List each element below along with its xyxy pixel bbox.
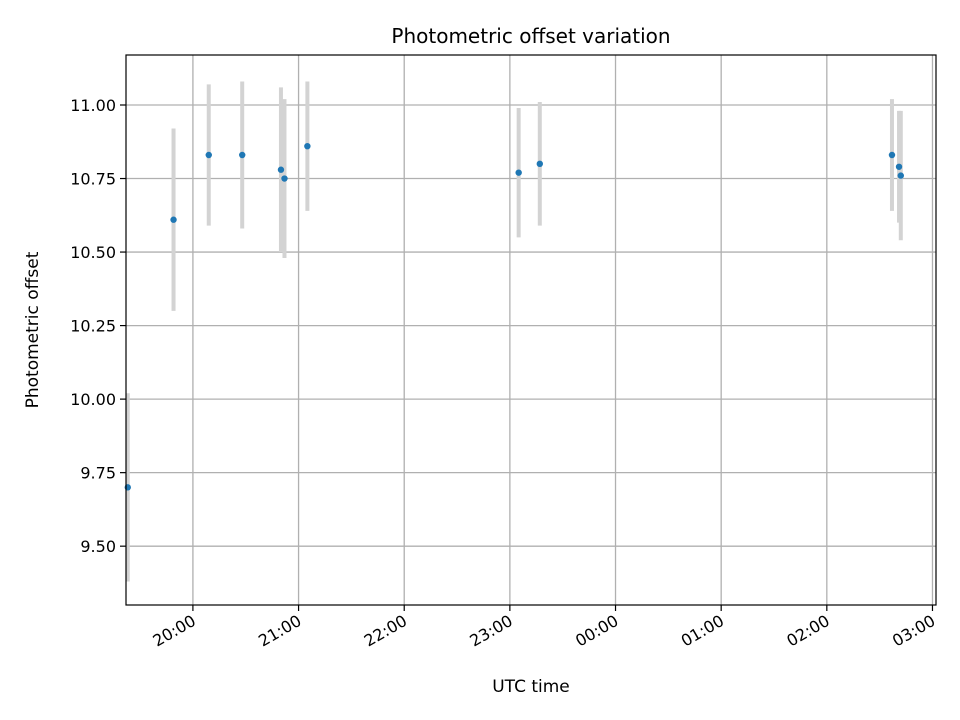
x-tick-label: 01:00 xyxy=(678,611,727,651)
x-tick-label: 21:00 xyxy=(255,611,304,651)
y-tick-label: 9.75 xyxy=(80,464,116,483)
data-point xyxy=(239,151,246,159)
y-tick-label: 10.25 xyxy=(70,317,116,336)
x-axis-label: UTC time xyxy=(492,677,570,697)
data-point xyxy=(281,175,288,182)
data-point xyxy=(277,166,285,173)
x-tick-label: 23:00 xyxy=(466,611,515,651)
y-tick-label: 10.50 xyxy=(70,243,116,262)
y-axis-ticks: 9.50 9.75 10.00 10.25 10.50 10.75 11.00 xyxy=(70,96,126,556)
data-point xyxy=(888,151,896,159)
data-points xyxy=(124,142,904,491)
data-point xyxy=(205,151,212,159)
x-tick-label: 20:00 xyxy=(149,611,198,651)
x-tick-label: 22:00 xyxy=(361,611,410,651)
data-point xyxy=(515,169,522,176)
data-point xyxy=(170,216,177,223)
data-point xyxy=(536,160,544,168)
x-tick-label: 00:00 xyxy=(572,611,621,651)
y-tick-label: 9.50 xyxy=(80,537,116,556)
x-tick-label: 03:00 xyxy=(889,611,938,651)
x-tick-label: 02:00 xyxy=(783,611,832,651)
y-tick-label: 10.75 xyxy=(70,170,116,189)
y-axis-label: Photometric offset xyxy=(23,251,43,408)
grid xyxy=(126,55,936,605)
data-point xyxy=(897,172,904,179)
data-point xyxy=(304,142,311,150)
chart-title: Photometric offset variation xyxy=(391,24,670,48)
data-point xyxy=(895,163,903,170)
x-axis-ticks: 20:00 21:00 22:00 23:00 00:00 01:00 02:00 03:00 xyxy=(149,605,938,651)
plot-frame xyxy=(125,54,937,606)
y-tick-label: 11.00 xyxy=(70,96,116,115)
y-tick-label: 10.00 xyxy=(70,390,116,409)
